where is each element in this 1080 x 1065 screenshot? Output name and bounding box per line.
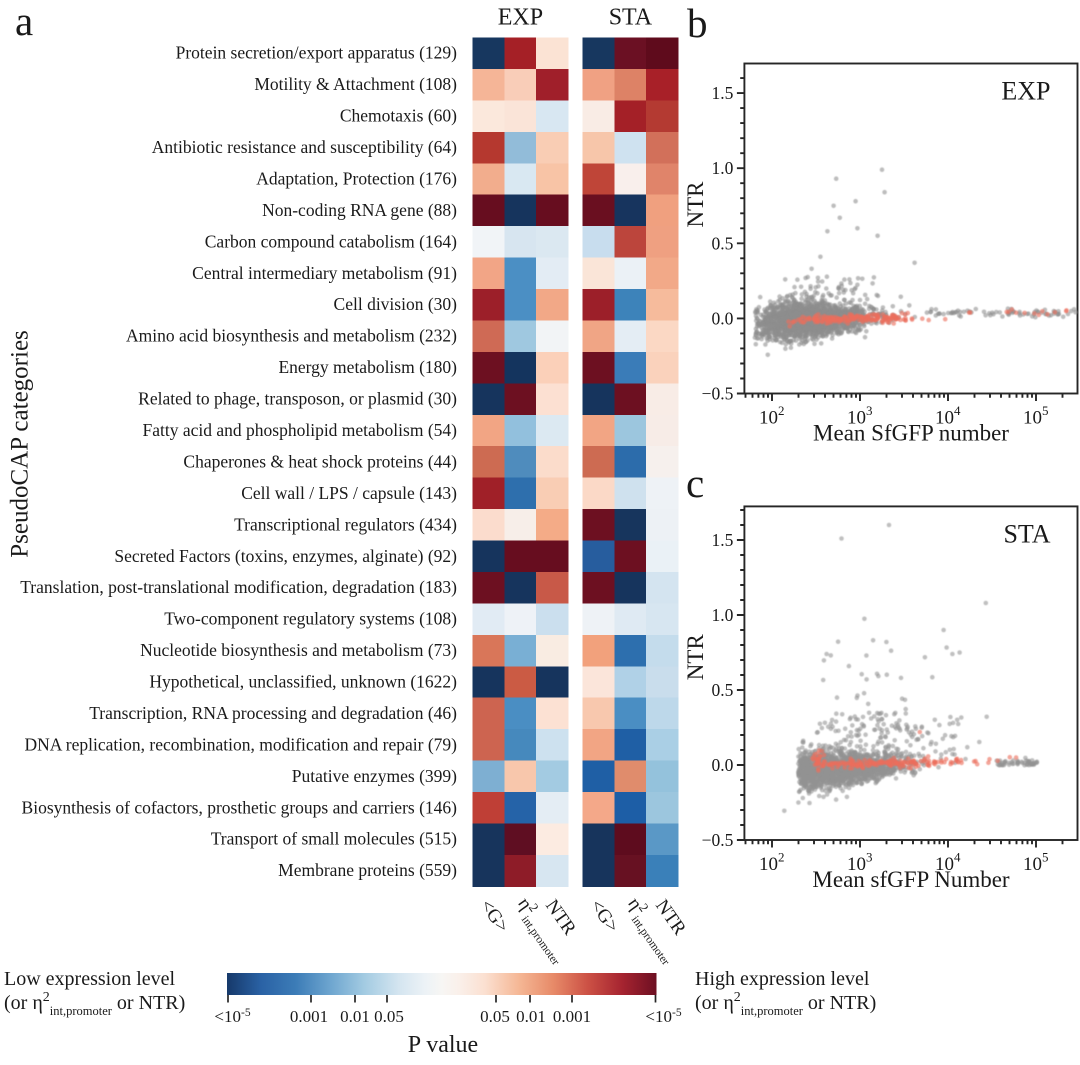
svg-text:Motility & Attachment (108): Motility & Attachment (108): [254, 74, 457, 94]
svg-text:Transcriptional regulators (43: Transcriptional regulators (434): [234, 514, 457, 534]
svg-text:Transcription, RNA processing: Transcription, RNA processing and degrad…: [89, 703, 457, 723]
svg-text:Low expression level: Low expression level: [4, 968, 176, 990]
svg-text:Protein secretion/export appar: Protein secretion/export apparatus (129): [176, 43, 458, 63]
svg-text:High expression level: High expression level: [695, 968, 870, 990]
svg-text:STA: STA: [1003, 519, 1050, 548]
svg-text:P value: P value: [408, 1032, 478, 1058]
svg-text:−0.5: −0.5: [702, 384, 734, 404]
svg-text:Membrane proteins (559): Membrane proteins (559): [278, 860, 457, 880]
svg-text:102: 102: [759, 403, 785, 429]
svg-text:Transport of small molecules (: Transport of small molecules (515): [211, 829, 457, 849]
svg-text:0.001: 0.001: [290, 1007, 328, 1026]
svg-text:Central intermediary metabolis: Central intermediary metabolism (91): [192, 263, 457, 283]
svg-text:1.5: 1.5: [712, 530, 734, 550]
svg-text:c: c: [686, 460, 704, 506]
svg-text:104: 104: [935, 850, 961, 876]
svg-text:Chaperones & heat shock protei: Chaperones & heat shock proteins (44): [183, 451, 457, 471]
svg-text:1.0: 1.0: [712, 158, 734, 178]
svg-text:Energy metabolism (180): Energy metabolism (180): [278, 357, 457, 377]
svg-text:1.0: 1.0: [712, 605, 734, 625]
svg-text:1.5: 1.5: [712, 83, 734, 103]
svg-text:Translation, post-translationa: Translation, post-translational modifica…: [20, 577, 457, 597]
svg-text:0.001: 0.001: [553, 1007, 591, 1026]
svg-text:Secreted Factors (toxins, enzy: Secreted Factors (toxins, enzymes, algin…: [114, 546, 457, 566]
svg-text:EXP: EXP: [498, 5, 543, 31]
svg-text:<10: <10: [645, 1007, 672, 1026]
svg-text:Mean SfGFP number: Mean SfGFP number: [813, 421, 1009, 446]
svg-text:-5: -5: [241, 1007, 251, 1019]
svg-text:0.5: 0.5: [712, 680, 734, 700]
svg-text:0.0: 0.0: [712, 755, 734, 775]
svg-text:Nucleotide biosynthesis and me: Nucleotide biosynthesis and metabolism (…: [140, 640, 457, 660]
svg-text:Antibiotic resistance and susc: Antibiotic resistance and susceptibility…: [152, 137, 457, 157]
svg-text:Putative enzymes (399): Putative enzymes (399): [292, 766, 457, 786]
svg-text:−0.5: −0.5: [702, 830, 734, 850]
svg-text:Amino acid biosynthesis and me: Amino acid biosynthesis and metabolism (…: [126, 326, 457, 346]
svg-text:Biosynthesis of cofactors, pro: Biosynthesis of cofactors, prosthetic gr…: [22, 797, 458, 817]
svg-text:0.01: 0.01: [340, 1007, 370, 1026]
svg-text:0.05: 0.05: [374, 1007, 404, 1026]
svg-text:(or η2int,promoter or NTR): (or η2int,promoter or NTR): [695, 990, 876, 1018]
svg-text:Two-component regulatory syste: Two-component regulatory systems (108): [164, 609, 457, 629]
svg-text:NTR: NTR: [683, 181, 708, 228]
svg-text:a: a: [15, 0, 33, 44]
svg-text:0.05: 0.05: [480, 1007, 510, 1026]
svg-text:<10: <10: [214, 1007, 241, 1026]
svg-text:Non-coding RNA gene (88): Non-coding RNA gene (88): [262, 200, 457, 220]
svg-text:DNA replication, recombination: DNA replication, recombination, modifica…: [24, 734, 457, 754]
svg-text:0.0: 0.0: [712, 308, 734, 328]
svg-text:Cell wall / LPS / capsule (143: Cell wall / LPS / capsule (143): [241, 483, 457, 503]
svg-text:PseudoCAP categories: PseudoCAP categories: [7, 330, 34, 558]
svg-text:Cell division (30): Cell division (30): [334, 294, 458, 314]
svg-text:0.01: 0.01: [516, 1007, 546, 1026]
svg-text:NTR: NTR: [683, 634, 708, 681]
svg-text:Hypothetical, unclassified, un: Hypothetical, unclassified, unknown (162…: [149, 672, 457, 692]
svg-text:-5: -5: [672, 1007, 682, 1019]
svg-text:STA: STA: [609, 5, 653, 31]
svg-text:Fatty acid and phospholipid me: Fatty acid and phospholipid metabolism (…: [143, 420, 458, 440]
svg-text:Chemotaxis (60): Chemotaxis (60): [340, 106, 457, 126]
svg-text:0.5: 0.5: [712, 233, 734, 253]
svg-text:Carbon compound catabolism (16: Carbon compound catabolism (164): [205, 231, 457, 251]
svg-text:Mean sfGFP Number: Mean sfGFP Number: [812, 867, 1010, 892]
svg-text:EXP: EXP: [1001, 77, 1050, 106]
svg-text:Adaptation, Protection (176): Adaptation, Protection (176): [256, 169, 457, 189]
svg-text:Related to phage, transposon,: Related to phage, transposon, or plasmid…: [138, 389, 457, 409]
svg-text:b: b: [687, 0, 708, 46]
